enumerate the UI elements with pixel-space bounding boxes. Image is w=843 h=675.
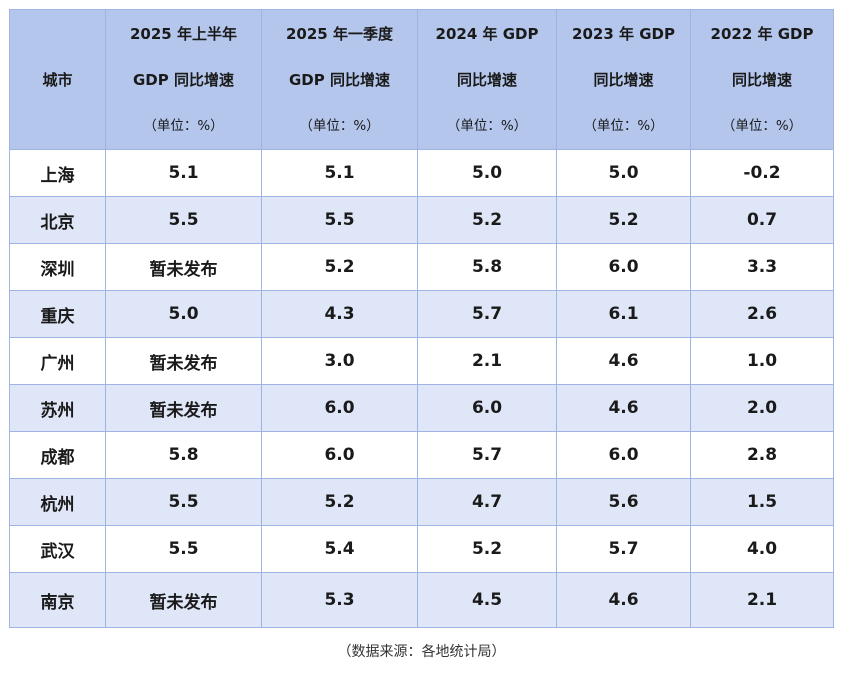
city-cell: 上海 bbox=[9, 149, 106, 197]
city-cell: 北京 bbox=[9, 196, 106, 244]
table-row: 苏州 暂未发布 6.0 6.0 4.6 2.0 bbox=[9, 384, 834, 432]
column-header-unit: （单位：%） bbox=[446, 117, 528, 134]
table-cell: 5.1 bbox=[261, 149, 418, 197]
city-cell: 苏州 bbox=[9, 384, 106, 432]
table-cell: 5.7 bbox=[556, 525, 691, 573]
column-header-2025-q1: 2025 年一季度 GDP 同比增速 （单位：%） bbox=[261, 9, 418, 150]
table-cell: 5.5 bbox=[105, 196, 262, 244]
column-header-subtitle: 同比增速 bbox=[456, 70, 517, 89]
column-header-2024: 2024 年 GDP 同比增速 （单位：%） bbox=[417, 9, 557, 150]
city-cell: 广州 bbox=[9, 337, 106, 385]
table-cell: 5.3 bbox=[261, 572, 418, 628]
table-cell: 暂未发布 bbox=[105, 337, 262, 385]
gdp-growth-table: 城市 2025 年上半年 GDP 同比增速 （单位：%） 2025 年一季度 G… bbox=[9, 9, 834, 628]
table-cell: 5.2 bbox=[417, 196, 557, 244]
column-header-2023: 2023 年 GDP 同比增速 （单位：%） bbox=[556, 9, 691, 150]
table-header-row: 城市 2025 年上半年 GDP 同比增速 （单位：%） 2025 年一季度 G… bbox=[9, 9, 834, 150]
table-row: 广州 暂未发布 3.0 2.1 4.6 1.0 bbox=[9, 337, 834, 385]
city-cell: 成都 bbox=[9, 431, 106, 479]
table-cell: 1.0 bbox=[690, 337, 834, 385]
table-cell: 6.1 bbox=[556, 290, 691, 338]
column-header-2025-h1: 2025 年上半年 GDP 同比增速 （单位：%） bbox=[105, 9, 262, 150]
column-header-city: 城市 bbox=[9, 9, 106, 150]
table-cell: 4.6 bbox=[556, 572, 691, 628]
table-cell: 5.8 bbox=[417, 243, 557, 291]
table-cell: 2.1 bbox=[690, 572, 834, 628]
table-cell: 5.2 bbox=[556, 196, 691, 244]
table-row: 深圳 暂未发布 5.2 5.8 6.0 3.3 bbox=[9, 243, 834, 291]
table-row: 重庆 5.0 4.3 5.7 6.1 2.6 bbox=[9, 290, 834, 338]
table-cell: -0.2 bbox=[690, 149, 834, 197]
table-row: 南京 暂未发布 5.3 4.5 4.6 2.1 bbox=[9, 572, 834, 628]
city-cell: 杭州 bbox=[9, 478, 106, 526]
column-header-unit: （单位：%） bbox=[299, 117, 380, 134]
column-header-title: 2022 年 GDP bbox=[710, 24, 814, 43]
table-row: 上海 5.1 5.1 5.0 5.0 -0.2 bbox=[9, 149, 834, 197]
table-cell: 5.1 bbox=[105, 149, 262, 197]
table-cell: 5.8 bbox=[105, 431, 262, 479]
table-cell: 6.0 bbox=[556, 243, 691, 291]
city-cell: 重庆 bbox=[9, 290, 106, 338]
table-row: 北京 5.5 5.5 5.2 5.2 0.7 bbox=[9, 196, 834, 244]
city-cell: 武汉 bbox=[9, 525, 106, 573]
column-header-unit: （单位：%） bbox=[721, 117, 803, 134]
table-cell: 5.5 bbox=[261, 196, 418, 244]
column-header-title: 2025 年一季度 bbox=[286, 24, 393, 43]
table-cell: 5.2 bbox=[261, 478, 418, 526]
table-cell: 4.6 bbox=[556, 337, 691, 385]
table-cell: 暂未发布 bbox=[105, 384, 262, 432]
source-note: （数据来源：各地统计局） bbox=[337, 644, 506, 660]
column-header-subtitle: 同比增速 bbox=[593, 70, 654, 89]
table-cell: 5.7 bbox=[417, 431, 557, 479]
table-row: 武汉 5.5 5.4 5.2 5.7 4.0 bbox=[9, 525, 834, 573]
table-cell: 4.5 bbox=[417, 572, 557, 628]
table-cell: 2.0 bbox=[690, 384, 834, 432]
table-row: 杭州 5.5 5.2 4.7 5.6 1.5 bbox=[9, 478, 834, 526]
table-row: 成都 5.8 6.0 5.7 6.0 2.8 bbox=[9, 431, 834, 479]
table-cell: 0.7 bbox=[690, 196, 834, 244]
column-header-subtitle: GDP 同比增速 bbox=[133, 70, 234, 89]
column-header-2022: 2022 年 GDP 同比增速 （单位：%） bbox=[690, 9, 834, 150]
table-cell: 暂未发布 bbox=[105, 572, 262, 628]
table-cell: 2.6 bbox=[690, 290, 834, 338]
table-cell: 5.7 bbox=[417, 290, 557, 338]
table-cell: 6.0 bbox=[417, 384, 557, 432]
city-cell: 深圳 bbox=[9, 243, 106, 291]
column-header-unit: （单位：%） bbox=[143, 117, 224, 134]
table-cell: 5.5 bbox=[105, 478, 262, 526]
table-cell: 4.7 bbox=[417, 478, 557, 526]
table-cell: 6.0 bbox=[556, 431, 691, 479]
city-cell: 南京 bbox=[9, 572, 106, 628]
table-cell: 5.2 bbox=[261, 243, 418, 291]
table-cell: 2.1 bbox=[417, 337, 557, 385]
column-header-title: 2024 年 GDP bbox=[435, 24, 539, 43]
table-cell: 6.0 bbox=[261, 431, 418, 479]
table-cell: 1.5 bbox=[690, 478, 834, 526]
table-cell: 4.0 bbox=[690, 525, 834, 573]
table-cell: 5.0 bbox=[556, 149, 691, 197]
table-cell: 4.3 bbox=[261, 290, 418, 338]
table-cell: 2.8 bbox=[690, 431, 834, 479]
column-header-subtitle: GDP 同比增速 bbox=[289, 70, 390, 89]
table-cell: 5.4 bbox=[261, 525, 418, 573]
table-cell: 5.5 bbox=[105, 525, 262, 573]
table-cell: 3.0 bbox=[261, 337, 418, 385]
column-header-subtitle: 同比增速 bbox=[731, 70, 792, 89]
table-cell: 4.6 bbox=[556, 384, 691, 432]
table-cell: 5.0 bbox=[105, 290, 262, 338]
table-cell: 暂未发布 bbox=[105, 243, 262, 291]
table-cell: 5.0 bbox=[417, 149, 557, 197]
column-header-title: 2025 年上半年 bbox=[130, 24, 237, 43]
column-header-title: 2023 年 GDP bbox=[572, 24, 675, 43]
table-cell: 5.2 bbox=[417, 525, 557, 573]
table-cell: 6.0 bbox=[261, 384, 418, 432]
table-cell: 3.3 bbox=[690, 243, 834, 291]
table-cell: 5.6 bbox=[556, 478, 691, 526]
column-header-unit: （单位：%） bbox=[583, 117, 664, 134]
column-header-label: 城市 bbox=[42, 71, 73, 89]
